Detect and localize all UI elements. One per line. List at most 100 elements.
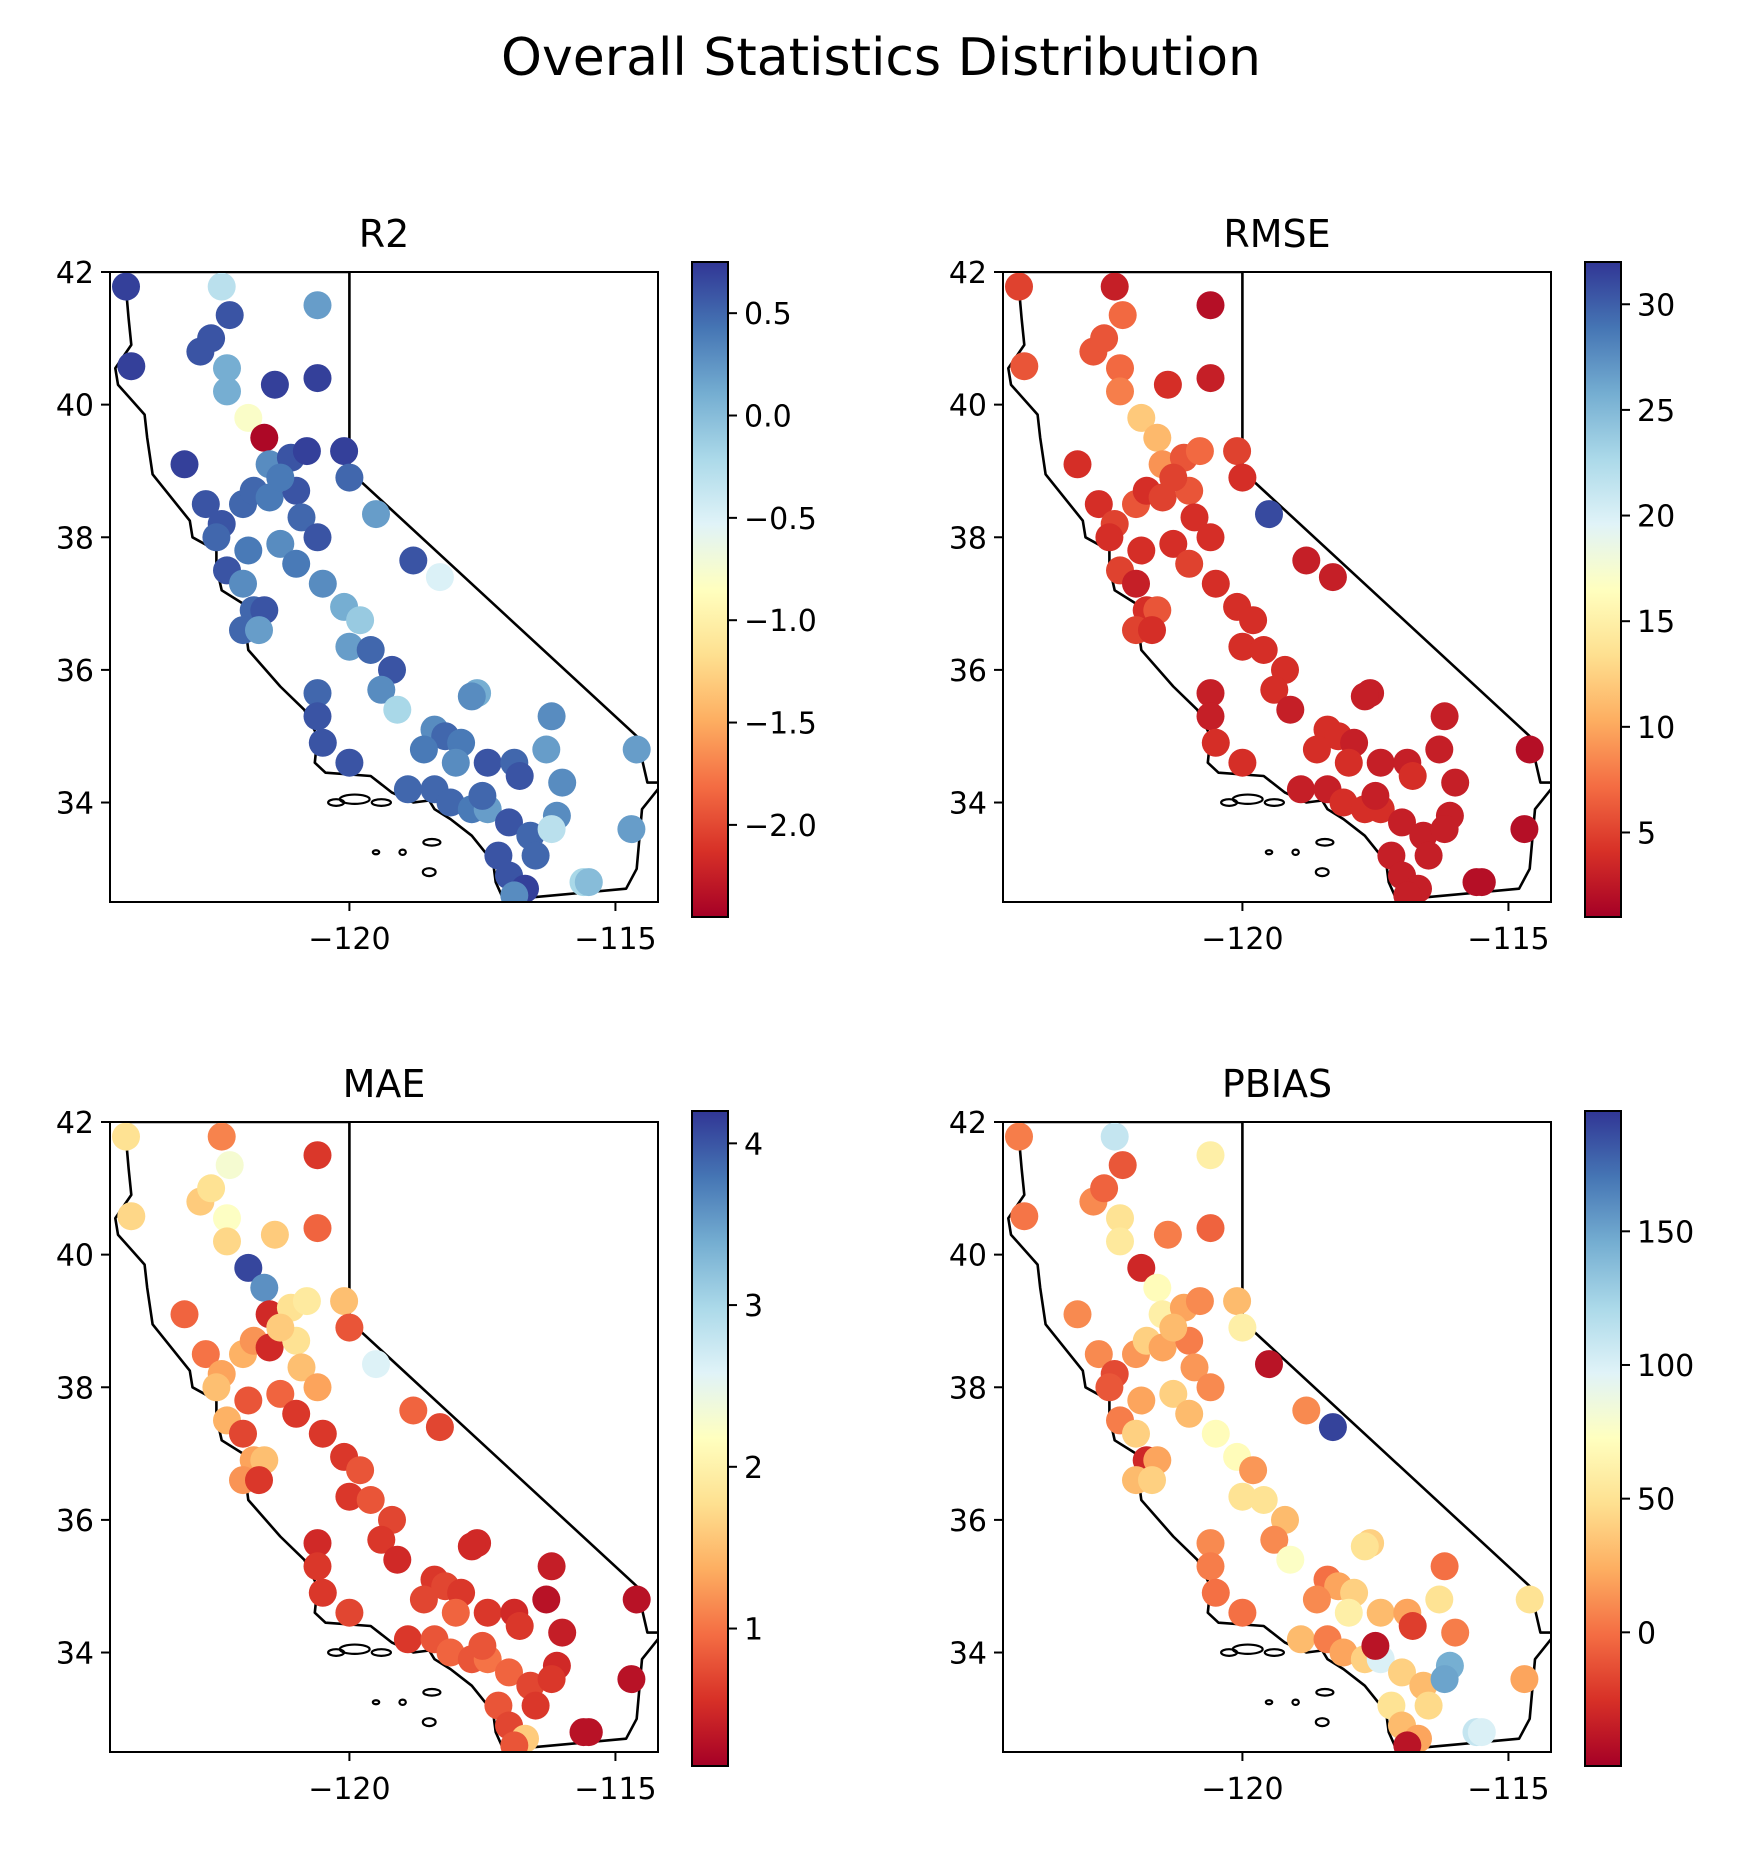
station-point [1350, 682, 1379, 711]
station-point [1106, 377, 1134, 406]
y-tick-label: 34 [949, 1637, 987, 1672]
axes-frame [109, 1121, 659, 1753]
station-point [245, 616, 273, 645]
station-point [335, 1482, 364, 1511]
x-tick-label: −120 [1201, 922, 1283, 957]
island-outline [1314, 1717, 1330, 1728]
station-point [1430, 1552, 1459, 1581]
station-point [1430, 1665, 1459, 1694]
station-point [1180, 1353, 1209, 1382]
island-outline [1314, 867, 1330, 878]
california-outline [114, 1122, 658, 1752]
station-point [1196, 1529, 1225, 1558]
station-point [1366, 748, 1395, 777]
station-point [303, 679, 332, 708]
station-point [1010, 352, 1039, 381]
station-point [245, 1466, 273, 1495]
station-point [1393, 881, 1422, 902]
station-point [308, 1419, 337, 1448]
colorbar-tick-label: 0.0 [744, 400, 792, 435]
station-point [1249, 1486, 1278, 1514]
station-point [1515, 735, 1544, 764]
station-point [1467, 1718, 1496, 1747]
station-point [1010, 1202, 1039, 1231]
california-outline [114, 272, 658, 902]
station-point [1228, 1482, 1257, 1511]
station-point [1175, 1399, 1204, 1428]
station-point [215, 301, 244, 330]
station-point [1185, 437, 1214, 466]
panel-title: PBIAS [1222, 1062, 1332, 1106]
station-point [308, 1578, 337, 1607]
station-point [1441, 1618, 1470, 1647]
station-point [303, 702, 332, 731]
station-point [1090, 1174, 1119, 1203]
station-point [234, 1386, 263, 1415]
station-point [229, 1419, 257, 1448]
station-point [1100, 272, 1129, 301]
y-tick-label: 36 [949, 654, 987, 689]
island-outline [1315, 1687, 1335, 1697]
station-point [1090, 324, 1119, 353]
station-point [383, 1545, 412, 1574]
island-outline [1291, 1698, 1300, 1707]
station-point [1201, 728, 1230, 757]
station-point [1127, 1386, 1156, 1415]
station-point [1398, 762, 1427, 790]
island-outline [371, 1699, 381, 1706]
station-point [292, 1287, 321, 1316]
station-point [346, 606, 375, 635]
station-point [1329, 788, 1358, 817]
panel-pbias: PBIAS −120 −115 34 36 38 40 42 150 100 50 0 [949, 1062, 1694, 1807]
station-point [260, 1220, 289, 1249]
station-point [1510, 815, 1539, 844]
station-point [330, 1287, 359, 1316]
island-outline [1263, 798, 1286, 807]
island-outline [327, 1648, 346, 1657]
station-point [1329, 1638, 1358, 1667]
station-point [537, 702, 566, 731]
y-tick-label: 40 [949, 1239, 987, 1274]
station-point [1425, 735, 1454, 764]
station-point [436, 788, 465, 817]
station-point [548, 1618, 577, 1647]
x-tick-label: −115 [574, 1772, 656, 1807]
station-point [548, 768, 577, 797]
island-outline [398, 848, 407, 857]
station-point [367, 675, 396, 704]
station-point [197, 1174, 226, 1203]
station-point [1005, 1122, 1033, 1151]
colorbar-tick-label: 3 [744, 1289, 763, 1324]
colorbar-tick-label: 5 [1637, 816, 1656, 851]
station-point [521, 1691, 550, 1720]
station-point [1286, 775, 1315, 804]
y-tick-label: 42 [56, 1106, 94, 1141]
island-outline [422, 837, 442, 847]
colorbar-tick-label: 4 [744, 1127, 763, 1162]
station-point [1201, 1578, 1230, 1607]
station-point [330, 437, 359, 466]
station-point [1185, 1287, 1214, 1316]
station-point [170, 1300, 199, 1329]
station-point [1196, 1214, 1225, 1243]
station-point [282, 549, 311, 578]
station-point [362, 1350, 390, 1379]
station-point [1388, 1658, 1416, 1687]
station-point [1084, 490, 1113, 519]
station-point [532, 1585, 561, 1614]
island-outline [421, 1717, 437, 1728]
station-point [574, 1718, 603, 1747]
station-point [617, 815, 646, 844]
station-point [1255, 1350, 1283, 1379]
y-tick-label: 34 [949, 787, 987, 822]
station-point [213, 1204, 241, 1233]
station-point [409, 735, 438, 764]
station-point [367, 1525, 396, 1554]
station-point [1122, 1419, 1150, 1448]
y-tick-label: 42 [949, 256, 987, 291]
colorbar [691, 261, 729, 918]
station-point [1196, 702, 1225, 731]
island-outline [1220, 1648, 1239, 1657]
station-point [425, 563, 454, 592]
station-point [1127, 536, 1156, 565]
